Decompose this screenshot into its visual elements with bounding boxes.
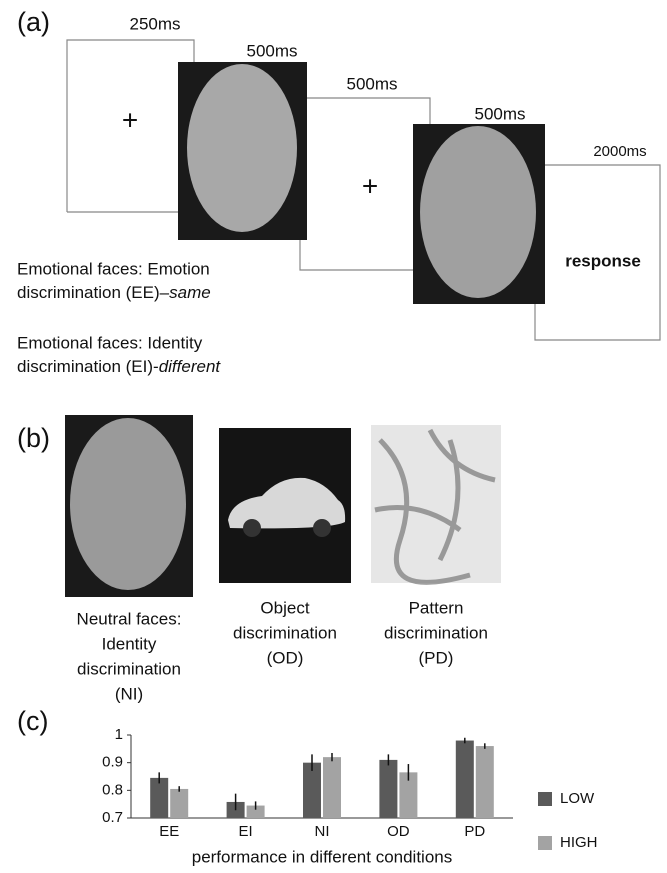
timing: 500ms <box>346 74 397 93</box>
caption: discrimination (EE)–same <box>17 283 211 302</box>
legend-label: LOW <box>560 790 595 807</box>
y-tick-label: 1 <box>115 726 123 743</box>
caption-emphasis: different <box>159 357 222 376</box>
x-tick-label: EE <box>159 823 179 840</box>
panel-label: (c) <box>17 706 48 736</box>
caption: discrimination <box>384 623 488 642</box>
bar <box>456 741 474 818</box>
timing: 500ms <box>474 104 525 123</box>
caption: Pattern <box>409 598 464 617</box>
caption: (PD) <box>419 648 454 667</box>
caption: Emotional faces: Emotion <box>17 259 210 278</box>
x-axis-label: performance in different conditions <box>192 847 453 866</box>
wheel <box>313 519 331 537</box>
y-tick-label: 0.8 <box>102 781 123 798</box>
timing: 500ms <box>246 41 297 60</box>
x-tick-label: PD <box>464 823 485 840</box>
caption-text: discrimination (EE)– <box>17 283 170 302</box>
timing: 2000ms <box>593 143 646 160</box>
bar <box>476 746 494 818</box>
x-tick-label: OD <box>387 823 410 840</box>
fixation: + <box>362 170 378 201</box>
caption: discrimination (EI)-different <box>17 357 221 376</box>
y-tick-label: 0.7 <box>102 809 123 826</box>
face <box>70 418 186 590</box>
caption: Object <box>260 598 309 617</box>
bar <box>379 760 397 818</box>
caption-emphasis: same <box>169 283 211 302</box>
face <box>420 126 536 298</box>
page: {"panel_a": {"label": "(a)", "timings": … <box>0 0 667 873</box>
caption: (OD) <box>267 648 304 667</box>
caption: Identity <box>102 634 157 653</box>
caption: (NI) <box>115 684 143 703</box>
figure: (a) 250ms + 500ms 500ms + 500ms 2000ms r… <box>0 0 667 873</box>
fixation: + <box>122 104 138 135</box>
legend-label: HIGH <box>560 834 598 851</box>
response: response <box>565 251 641 270</box>
wheel <box>243 519 261 537</box>
bar <box>323 757 341 818</box>
plot: 0.7 0.8 0.9 1 EE EI NI OD PD LOW HIGH <box>102 726 597 851</box>
caption: discrimination <box>233 623 337 642</box>
captions: Neutral faces: Identity discrimination (NI)… <box>77 598 488 703</box>
caption-text: discrimination (EI)- <box>17 357 159 376</box>
bar <box>150 778 168 818</box>
y-tick-label: 0.9 <box>102 754 123 771</box>
face <box>187 64 297 232</box>
bar <box>170 789 188 818</box>
caption: Emotional faces: Identity <box>17 333 203 352</box>
caption: discrimination <box>77 659 181 678</box>
panel-label: (b) <box>17 423 50 453</box>
panel-label: (a) <box>17 7 50 37</box>
x-tick-label: EI <box>239 823 253 840</box>
frame <box>300 240 413 270</box>
x-tick-label: NI <box>315 823 330 840</box>
legend-swatch <box>538 836 552 850</box>
timing: 250ms <box>129 14 180 33</box>
caption: Neutral faces: <box>77 609 182 628</box>
legend-swatch <box>538 792 552 806</box>
frame <box>307 98 430 124</box>
